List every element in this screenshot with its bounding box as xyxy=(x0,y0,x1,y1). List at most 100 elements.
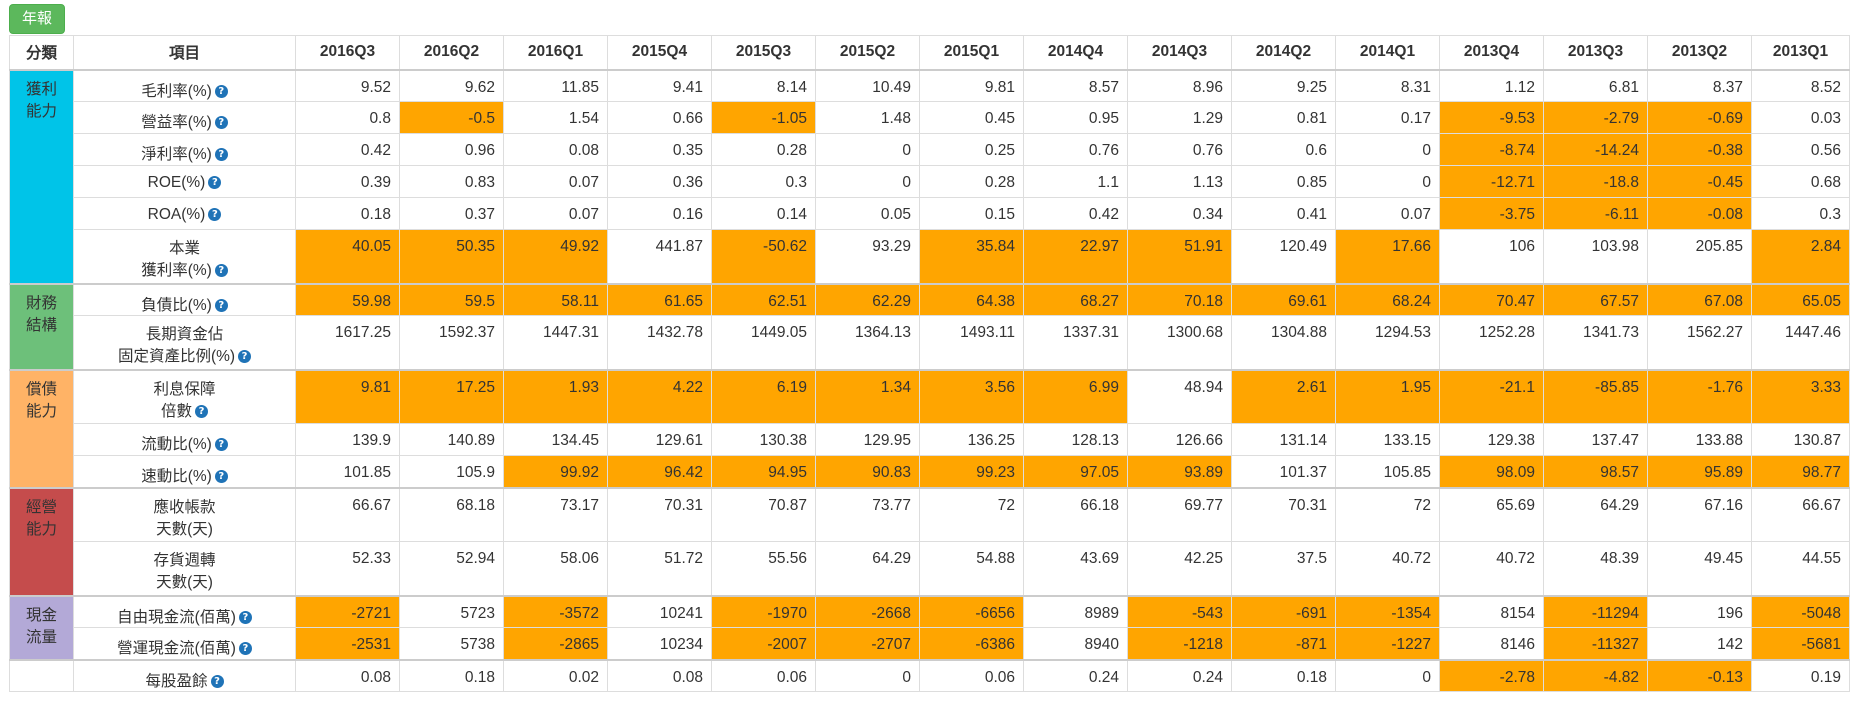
help-icon[interactable]: ? xyxy=(214,148,228,162)
value-cell: 64.38 xyxy=(919,282,1024,316)
quarter-header: 2015Q1 xyxy=(919,35,1024,71)
help-icon[interactable]: ? xyxy=(238,642,252,656)
value-cell: 0.8 xyxy=(295,101,400,134)
value-cell: 0.06 xyxy=(919,658,1024,692)
help-icon[interactable]: ? xyxy=(195,404,208,418)
value-cell: -543 xyxy=(1127,594,1232,628)
value-cell: 70.31 xyxy=(607,486,712,542)
value-cell: 8154 xyxy=(1439,594,1544,628)
help-icon[interactable]: ? xyxy=(214,438,228,452)
value-cell: 0.03 xyxy=(1751,101,1850,134)
value-cell: 129.95 xyxy=(815,423,920,456)
value-cell: 0.3 xyxy=(711,165,816,198)
value-cell: 8940 xyxy=(1023,627,1128,660)
value-cell: 8.31 xyxy=(1335,69,1440,102)
value-cell: 0.15 xyxy=(919,197,1024,230)
value-cell: 95.89 xyxy=(1647,455,1752,488)
help-icon[interactable]: ? xyxy=(238,610,252,624)
value-cell: 105.9 xyxy=(399,455,504,488)
value-cell: 49.92 xyxy=(503,229,608,284)
item-cell: ROA(%)? xyxy=(73,197,296,230)
value-cell: -11294 xyxy=(1543,594,1648,628)
value-cell: 52.33 xyxy=(295,541,400,596)
value-cell: 101.85 xyxy=(295,455,400,488)
value-cell: -2.79 xyxy=(1543,101,1648,134)
value-cell: -2531 xyxy=(295,627,400,660)
item-label: ROA(%) xyxy=(147,206,206,223)
value-cell: 50.35 xyxy=(399,229,504,284)
value-cell: 17.66 xyxy=(1335,229,1440,284)
table-row: 流動比(%)? 139.9 140.89 134.45 129.61 130.38 129.… xyxy=(10,423,1850,456)
item-label: 存貨週轉 xyxy=(153,552,216,569)
value-cell: -2865 xyxy=(503,627,608,660)
value-cell: 67.08 xyxy=(1647,282,1752,316)
financial-ratio-table: 分類 項目 2016Q3 2016Q2 2016Q1 2015Q4 2015Q3 2015… xyxy=(9,35,1850,692)
item-cell: 負債比(%)? xyxy=(73,282,296,316)
table-row: 營運現金流(佰萬)? -2531 5738 -2865 10234 -2007 -2707-… xyxy=(10,627,1850,660)
item-cell: 營益率(%)? xyxy=(73,101,296,134)
value-cell: -0.38 xyxy=(1647,133,1752,166)
value-cell: -85.85 xyxy=(1543,368,1648,424)
item-label: 毛利率(%) xyxy=(141,82,212,100)
help-icon[interactable]: ? xyxy=(208,208,222,222)
value-cell: 0.08 xyxy=(607,658,712,692)
help-icon[interactable]: ? xyxy=(214,116,228,130)
quarter-header: 2015Q2 xyxy=(815,35,920,71)
value-cell: 0.14 xyxy=(711,197,816,230)
help-icon[interactable]: ? xyxy=(208,176,222,190)
value-cell: 9.81 xyxy=(295,368,400,424)
value-cell: -1.76 xyxy=(1647,368,1752,424)
help-icon[interactable]: ? xyxy=(214,298,228,312)
item-label: ROE(%) xyxy=(147,174,206,191)
value-cell: 0.85 xyxy=(1231,165,1336,198)
value-cell: 10241 xyxy=(607,594,712,628)
value-cell: 1341.73 xyxy=(1543,315,1648,370)
value-cell: 68.18 xyxy=(399,486,504,542)
value-cell: 9.25 xyxy=(1231,69,1336,102)
value-cell: 1432.78 xyxy=(607,315,712,370)
value-cell: 44.55 xyxy=(1751,541,1850,596)
item-label: 負債比(%) xyxy=(141,296,212,314)
help-icon[interactable]: ? xyxy=(210,674,224,688)
value-cell: 40.72 xyxy=(1439,541,1544,596)
help-icon[interactable]: ? xyxy=(214,470,228,484)
help-icon[interactable]: ? xyxy=(238,350,252,364)
help-icon[interactable]: ? xyxy=(214,264,228,278)
table-row: 每股盈餘? 0.08 0.18 0.02 0.08 0.06 0 0.06 0.24 0.24 0.… xyxy=(9,658,1850,692)
value-cell: 51.91 xyxy=(1127,229,1232,284)
value-cell: -4.82 xyxy=(1543,658,1648,692)
value-cell: 22.97 xyxy=(1023,229,1128,284)
table-header-row: 分類 項目 2016Q3 2016Q2 2016Q1 2015Q4 2015Q3 2015… xyxy=(9,35,1850,71)
value-cell: 1617.25 xyxy=(295,315,400,370)
item-label: 獲利率(%) xyxy=(141,262,212,279)
value-cell: 6.19 xyxy=(711,368,816,424)
value-cell: 128.13 xyxy=(1023,423,1128,456)
value-cell: 1252.28 xyxy=(1439,315,1544,370)
value-cell: -0.08 xyxy=(1647,197,1752,230)
item-cell: 自由現金流(佰萬)? xyxy=(73,594,296,628)
value-cell: 58.11 xyxy=(503,282,608,316)
value-cell: -1227 xyxy=(1335,627,1440,660)
value-cell: 49.45 xyxy=(1647,541,1752,596)
value-cell: 126.66 xyxy=(1127,423,1232,456)
value-cell: -1.05 xyxy=(711,101,816,134)
value-cell: 0.42 xyxy=(1023,197,1128,230)
item-cell: ROE(%)? xyxy=(73,165,296,198)
value-cell: 0.96 xyxy=(399,133,504,166)
value-cell: 205.85 xyxy=(1647,229,1752,284)
value-cell: 0.25 xyxy=(919,133,1024,166)
quarter-header: 2013Q4 xyxy=(1439,35,1544,71)
value-cell: 4.22 xyxy=(607,368,712,424)
value-cell: 68.24 xyxy=(1335,282,1440,316)
value-cell: 5738 xyxy=(399,627,504,660)
value-cell: 66.67 xyxy=(1751,486,1850,542)
category-label: 償債 xyxy=(25,380,57,398)
category-label: 獲利 xyxy=(25,80,57,98)
annual-report-button[interactable]: 年報 xyxy=(9,4,65,34)
value-cell: 62.29 xyxy=(815,282,920,316)
table-row: 營益率(%)? 0.8 -0.5 1.54 0.66 -1.05 1.48 0.45 0.95 1… xyxy=(10,101,1850,134)
value-cell: 1592.37 xyxy=(399,315,504,370)
table-row: 獲利 能力 毛利率(%)? 9.52 9.62 11.85 9.41 8.14 10.49 9.8… xyxy=(9,69,1850,284)
value-cell: 0.45 xyxy=(919,101,1024,134)
help-icon[interactable]: ? xyxy=(214,84,228,98)
